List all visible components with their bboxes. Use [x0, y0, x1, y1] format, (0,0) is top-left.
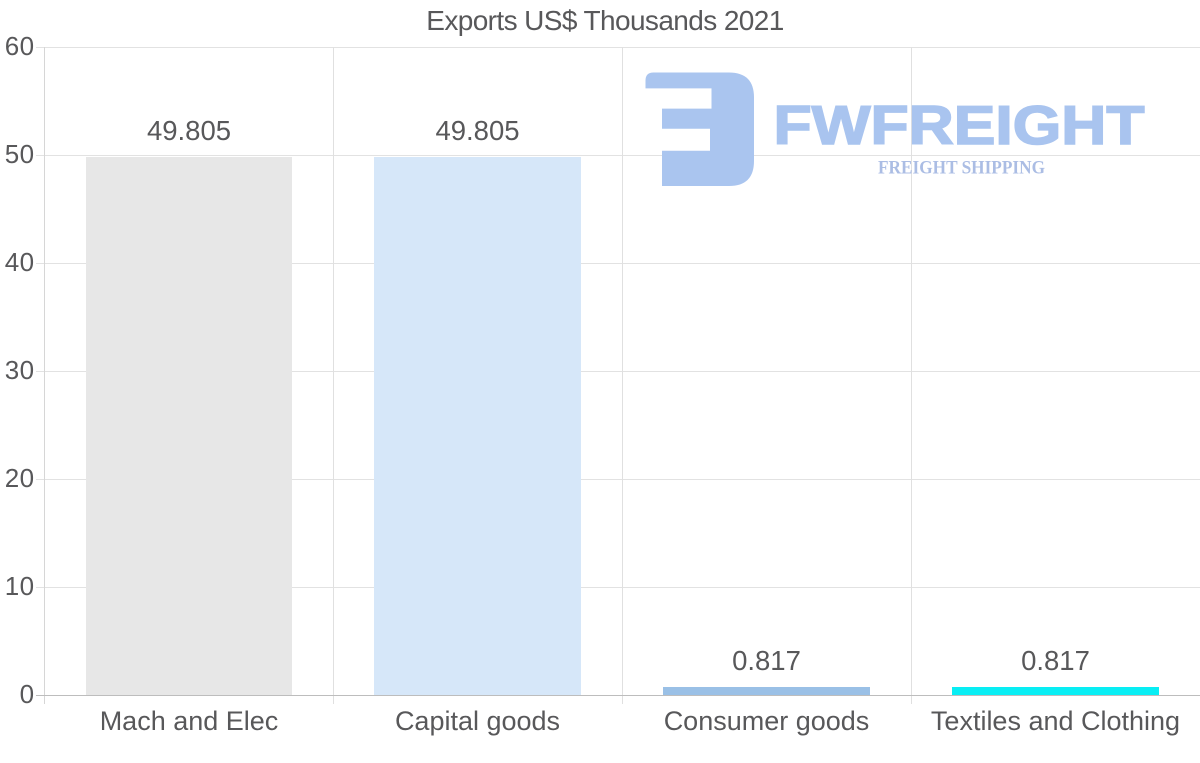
svg-text:FWFREIGHT: FWFREIGHT [774, 94, 1145, 156]
svg-text:FREIGHT SHIPPING: FREIGHT SHIPPING [878, 158, 1045, 179]
